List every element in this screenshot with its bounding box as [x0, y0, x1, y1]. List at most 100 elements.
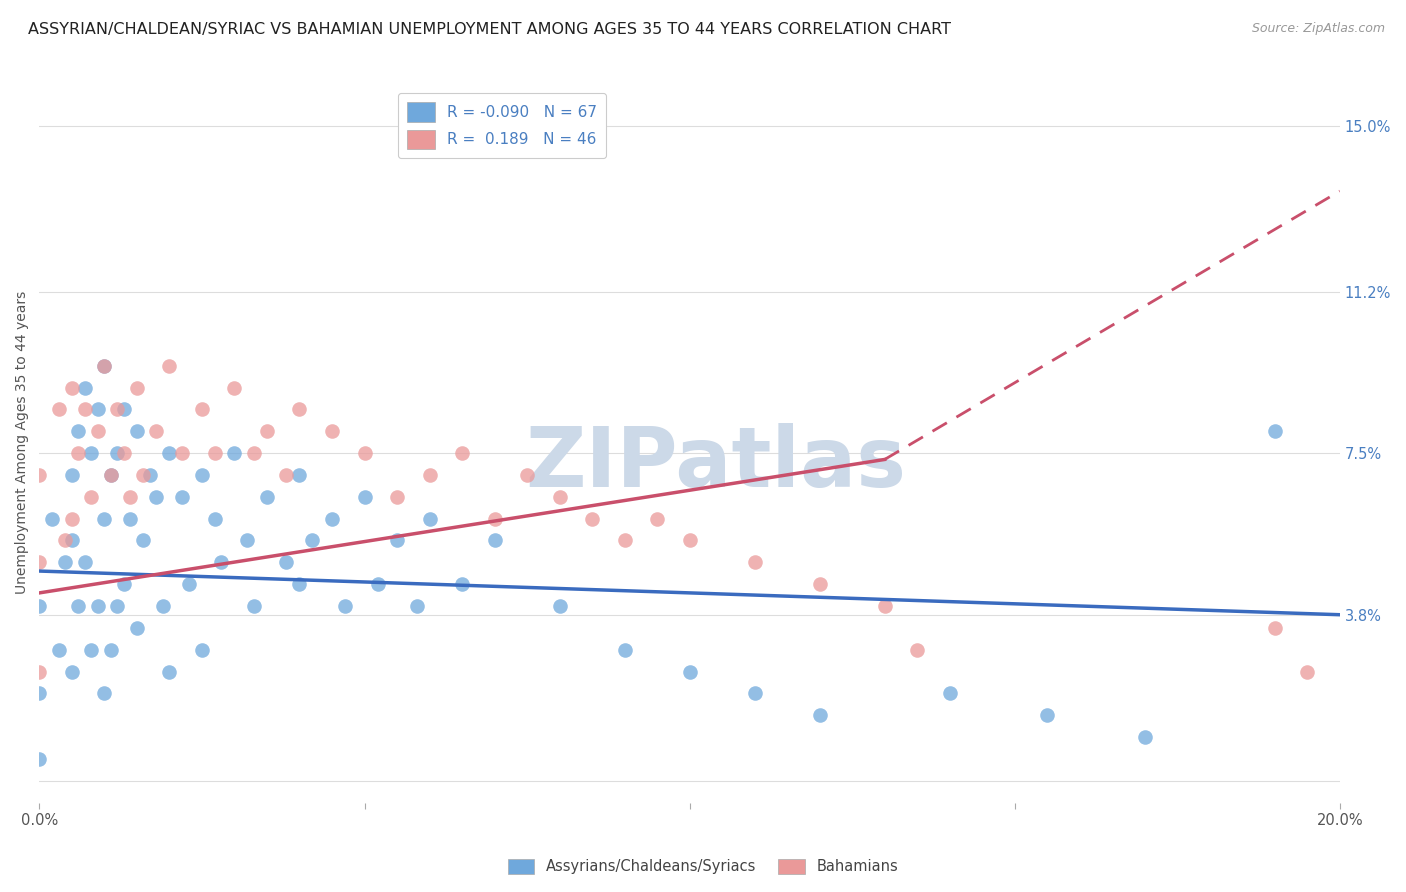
Point	[60, 665, 83, 679]
Point	[60, 467, 83, 482]
Point	[28, 686, 51, 700]
Point	[1036, 708, 1059, 723]
Point	[744, 686, 766, 700]
Point	[80, 490, 103, 504]
Legend: Assyrians/Chaldeans/Syriacs, Bahamians: Assyrians/Chaldeans/Syriacs, Bahamians	[502, 853, 904, 880]
Point	[159, 446, 181, 460]
Text: ASSYRIAN/CHALDEAN/SYRIAC VS BAHAMIAN UNEMPLOYMENT AMONG AGES 35 TO 44 YEARS CORR: ASSYRIAN/CHALDEAN/SYRIAC VS BAHAMIAN UNE…	[28, 22, 950, 37]
Point	[159, 665, 181, 679]
Point	[73, 402, 96, 417]
Point	[100, 642, 122, 657]
Point	[28, 752, 51, 766]
Point	[905, 642, 928, 657]
Point	[613, 642, 636, 657]
Point	[28, 665, 51, 679]
Point	[132, 533, 155, 548]
Point	[418, 511, 440, 525]
Point	[125, 425, 148, 439]
Point	[938, 686, 960, 700]
Point	[353, 490, 375, 504]
Point	[678, 533, 700, 548]
Point	[191, 642, 214, 657]
Point	[120, 511, 142, 525]
Point	[1264, 621, 1286, 635]
Point	[451, 446, 474, 460]
Point	[55, 555, 77, 569]
Point	[204, 446, 226, 460]
Point	[152, 599, 174, 613]
Point	[211, 555, 233, 569]
Point	[548, 490, 571, 504]
Point	[204, 511, 226, 525]
Point	[87, 425, 110, 439]
Point	[405, 599, 427, 613]
Point	[1296, 665, 1319, 679]
Point	[73, 381, 96, 395]
Point	[132, 467, 155, 482]
Point	[613, 533, 636, 548]
Point	[808, 577, 831, 591]
Point	[28, 599, 51, 613]
Point	[145, 425, 167, 439]
Point	[236, 533, 259, 548]
Point	[288, 402, 311, 417]
Point	[172, 446, 194, 460]
Point	[484, 511, 506, 525]
Point	[321, 425, 343, 439]
Point	[120, 490, 142, 504]
Point	[93, 686, 115, 700]
Point	[1264, 425, 1286, 439]
Point	[100, 467, 122, 482]
Point	[112, 446, 135, 460]
Point	[276, 555, 298, 569]
Point	[107, 402, 129, 417]
Point	[139, 467, 162, 482]
Point	[678, 665, 700, 679]
Point	[112, 402, 135, 417]
Point	[451, 577, 474, 591]
Point	[172, 490, 194, 504]
Point	[243, 599, 266, 613]
Point	[73, 555, 96, 569]
Point	[93, 511, 115, 525]
Point	[288, 577, 311, 591]
Point	[645, 511, 668, 525]
Point	[87, 599, 110, 613]
Text: Source: ZipAtlas.com: Source: ZipAtlas.com	[1251, 22, 1385, 36]
Point	[28, 555, 51, 569]
Point	[93, 359, 115, 373]
Point	[418, 467, 440, 482]
Point	[67, 446, 90, 460]
Point	[100, 467, 122, 482]
Point	[112, 577, 135, 591]
Point	[301, 533, 323, 548]
Point	[28, 467, 51, 482]
Legend: R = -0.090   N = 67, R =  0.189   N = 46: R = -0.090 N = 67, R = 0.189 N = 46	[398, 93, 606, 159]
Point	[80, 446, 103, 460]
Point	[353, 446, 375, 460]
Point	[48, 402, 70, 417]
Point	[67, 425, 90, 439]
Point	[93, 359, 115, 373]
Point	[224, 381, 246, 395]
Point	[516, 467, 538, 482]
Point	[177, 577, 200, 591]
Point	[256, 425, 278, 439]
Point	[385, 490, 408, 504]
Point	[125, 381, 148, 395]
Point	[808, 708, 831, 723]
Point	[1133, 730, 1156, 744]
Point	[107, 446, 129, 460]
Point	[159, 359, 181, 373]
Point	[243, 446, 266, 460]
Point	[60, 533, 83, 548]
Point	[256, 490, 278, 504]
Point	[191, 402, 214, 417]
Point	[60, 381, 83, 395]
Point	[41, 511, 63, 525]
Point	[873, 599, 896, 613]
Point	[276, 467, 298, 482]
Point	[333, 599, 356, 613]
Point	[67, 599, 90, 613]
Point	[288, 467, 311, 482]
